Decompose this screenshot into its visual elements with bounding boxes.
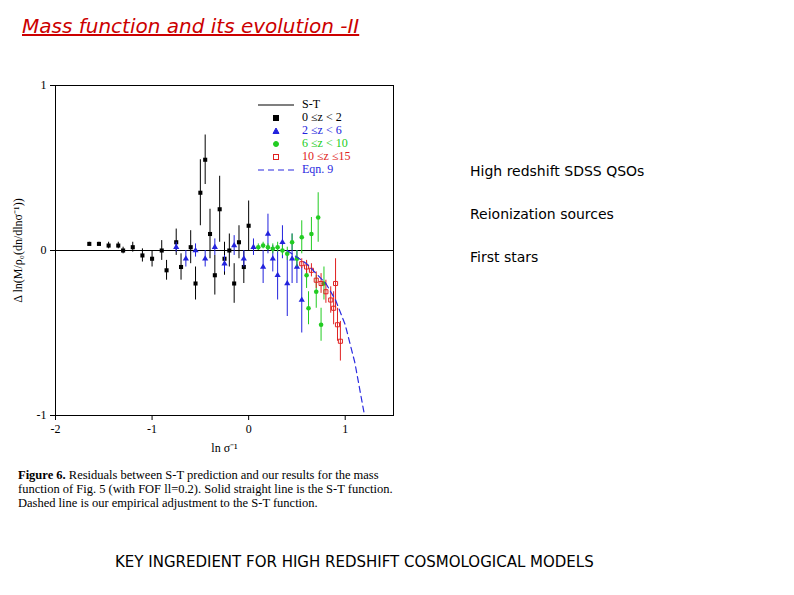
html-text:0 ≤z < 2: 0 ≤z < 2 [302, 110, 342, 124]
svg-text:-1: -1 [37, 408, 47, 422]
html-text:KEY INGREDIENT FOR HIGH REDSHI: KEY INGREDIENT FOR HIGH REDSHIFT COSMOLO… [115, 553, 594, 571]
html-text:First stars: First stars [470, 249, 539, 265]
svg-text:-1: -1 [147, 422, 157, 436]
html-text:Figure 6. Residuals between S-: Figure 6. Residuals between S-T predicti… [18, 468, 393, 510]
svg-text:0: 0 [41, 243, 47, 257]
html-text:High redshift SDSS QSOs: High redshift SDSS QSOs [470, 163, 645, 179]
svg-text:0: 0 [246, 422, 252, 436]
html-text:6 ≤z < 10: 6 ≤z < 10 [302, 136, 348, 150]
html-text:10 ≤z ≤15: 10 ≤z ≤15 [302, 149, 351, 163]
svg-text:-2: -2 [51, 422, 61, 436]
html-text:S-T: S-T [302, 97, 320, 111]
svg-text:1: 1 [342, 422, 348, 436]
html-text:Mass function and its evolutio: Mass function and its evolution -II [22, 14, 360, 38]
svg-text:Δ ln(M/ρ₀(dn/dlnσ⁻¹)): Δ ln(M/ρ₀(dn/dlnσ⁻¹)) [11, 198, 25, 302]
html-text:Reionization sources: Reionization sources [470, 206, 614, 222]
svg-text:1: 1 [41, 78, 47, 92]
html-text:2 ≤z < 6: 2 ≤z < 6 [302, 123, 342, 137]
svg-text:ln σ⁻¹: ln σ⁻¹ [211, 441, 238, 455]
html-text:Eqn. 9: Eqn. 9 [302, 162, 334, 176]
